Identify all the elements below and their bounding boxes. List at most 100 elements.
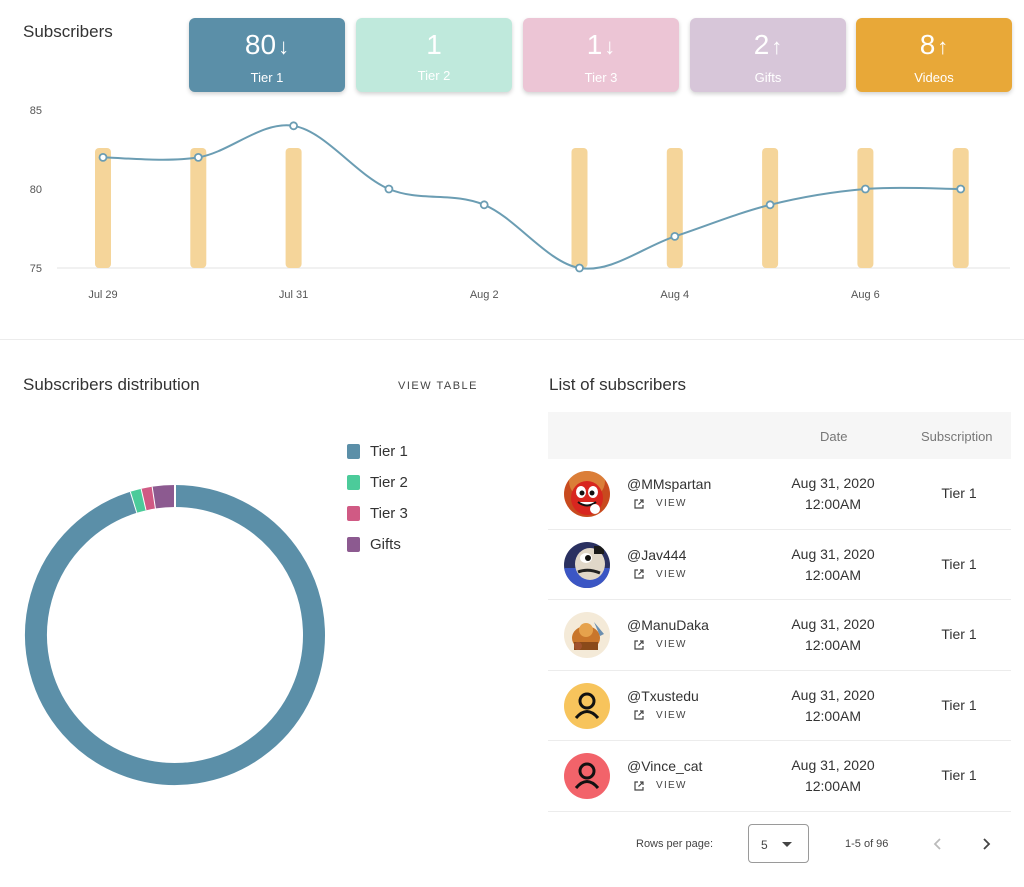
donut-slice bbox=[152, 485, 176, 509]
external-link-icon bbox=[634, 639, 644, 650]
avatar bbox=[564, 753, 610, 799]
subscriber-handle: @MMspartan bbox=[627, 476, 712, 492]
view-profile-link[interactable]: VIEW bbox=[634, 639, 687, 650]
view-profile-link[interactable]: VIEW bbox=[634, 498, 687, 509]
table-pagination: Rows per page: 5 1-5 of 96 bbox=[548, 824, 1011, 864]
stat-card-gifts[interactable]: 2↑ Gifts bbox=[690, 18, 846, 92]
stat-card-tier3[interactable]: 1↓ Tier 3 bbox=[523, 18, 679, 92]
x-tick-label: Jul 31 bbox=[279, 289, 308, 301]
stat-label: Tier 2 bbox=[417, 68, 451, 83]
distribution-legend: Tier 1 Tier 2 Tier 3 Gifts bbox=[347, 436, 408, 560]
data-point bbox=[765, 200, 775, 210]
data-point bbox=[479, 200, 489, 210]
subscription-tier: Tier 1 bbox=[941, 626, 977, 642]
stat-card-tier1[interactable]: 80↓ Tier 1 bbox=[189, 18, 345, 92]
data-point bbox=[98, 153, 108, 162]
x-tick-label: Aug 2 bbox=[470, 289, 499, 301]
next-page-button[interactable] bbox=[976, 834, 996, 854]
time-value: 12:00AM bbox=[804, 496, 862, 512]
chevron-right-icon bbox=[983, 838, 991, 850]
subscription-date: Aug 31, 2020 12:00AM bbox=[781, 473, 885, 515]
data-point bbox=[861, 184, 870, 194]
distribution-title: Subscribers distribution bbox=[23, 375, 200, 394]
avatar bbox=[564, 612, 610, 658]
person-icon bbox=[574, 762, 600, 790]
data-point bbox=[289, 121, 299, 131]
arrow-up-icon: ↑ bbox=[771, 34, 783, 59]
distribution-donut-chart bbox=[25, 485, 325, 785]
view-label: VIEW bbox=[656, 568, 687, 580]
external-link-icon bbox=[634, 498, 644, 509]
subscription-tier: Tier 1 bbox=[941, 767, 977, 783]
legend-item-tier2: Tier 2 bbox=[347, 467, 408, 498]
previous-page-button[interactable] bbox=[928, 834, 948, 854]
view-label: VIEW bbox=[656, 498, 687, 509]
view-label: VIEW bbox=[656, 709, 687, 721]
stat-value: 1 bbox=[426, 29, 442, 60]
data-point bbox=[670, 231, 680, 241]
stat-value: 8 bbox=[919, 29, 936, 60]
subscription-date: Aug 31, 2020 12:00AM bbox=[781, 614, 885, 656]
activity-bar bbox=[190, 148, 207, 268]
legend-item-tier1: Tier 1 bbox=[347, 436, 408, 467]
stat-card-videos[interactable]: 8↑ Videos bbox=[856, 18, 1012, 92]
time-value: 12:00AM bbox=[804, 566, 862, 583]
date-value: Aug 31, 2020 bbox=[791, 757, 875, 773]
table-row: @Vince_cat VIEW Aug 31, 2020 12:00AM Tie… bbox=[548, 741, 1011, 812]
arrow-down-icon: ↓ bbox=[604, 34, 616, 59]
page-range: 1-5 of 96 bbox=[845, 838, 889, 850]
warrior-illustration-icon bbox=[564, 612, 610, 658]
legend-label: Gifts bbox=[370, 536, 401, 553]
external-link-icon bbox=[634, 710, 644, 720]
column-header-date[interactable]: Date bbox=[820, 429, 848, 444]
y-tick-label: 80 bbox=[30, 184, 42, 196]
subscribers-table: Date Subscription @MMspartan VIEW Aug 31… bbox=[548, 412, 1011, 812]
cartoon-face-icon bbox=[564, 541, 610, 588]
activity-bar bbox=[666, 148, 683, 268]
person-icon bbox=[574, 692, 600, 719]
subscriber-handle: @ManuDaka bbox=[627, 617, 709, 633]
column-header-subscription[interactable]: Subscription bbox=[921, 429, 993, 444]
table-row: @Txustedu VIEW Aug 31, 2020 12:00AM Tier… bbox=[548, 671, 1011, 741]
avatar bbox=[564, 541, 610, 588]
subscription-tier: Tier 1 bbox=[941, 555, 977, 572]
rows-per-page-select[interactable]: 5 bbox=[748, 824, 809, 863]
chevron-left-icon bbox=[933, 838, 941, 850]
donut-slice bbox=[25, 485, 325, 785]
activity-bar bbox=[857, 148, 874, 268]
subscription-tier: Tier 1 bbox=[941, 696, 977, 713]
time-value: 12:00AM bbox=[804, 707, 862, 724]
y-tick-label: 75 bbox=[30, 263, 42, 275]
arrow-down-icon: ↓ bbox=[278, 34, 290, 59]
view-table-button[interactable]: VIEW TABLE bbox=[398, 380, 479, 392]
avatar bbox=[564, 682, 610, 729]
date-value: Aug 31, 2020 bbox=[791, 475, 875, 491]
x-tick-label: Aug 6 bbox=[851, 289, 880, 301]
time-value: 12:00AM bbox=[804, 637, 862, 653]
activity-bar bbox=[952, 148, 969, 268]
subscribers-line bbox=[102, 124, 961, 270]
view-profile-link[interactable]: VIEW bbox=[634, 710, 687, 721]
stat-card-tier2[interactable]: 1 Tier 2 bbox=[356, 18, 512, 92]
donut-slice bbox=[141, 486, 157, 511]
x-tick-label: Aug 4 bbox=[660, 289, 689, 301]
subscription-date: Aug 31, 2020 12:00AM bbox=[781, 685, 885, 727]
stat-label: Tier 1 bbox=[250, 70, 284, 85]
mm-character-icon bbox=[564, 471, 610, 517]
activity-bar bbox=[285, 148, 302, 268]
legend-label: Tier 1 bbox=[370, 443, 408, 460]
view-profile-link[interactable]: VIEW bbox=[634, 569, 687, 580]
subscribers-list-title: List of subscribers bbox=[549, 375, 686, 394]
avatar bbox=[564, 471, 610, 517]
data-point bbox=[193, 153, 203, 162]
legend-label: Tier 2 bbox=[370, 474, 408, 491]
data-point bbox=[575, 263, 584, 273]
view-profile-link[interactable]: VIEW bbox=[634, 780, 687, 791]
table-header: Date Subscription bbox=[548, 412, 1011, 459]
data-point bbox=[956, 184, 966, 194]
table-row: @Jav444 VIEW Aug 31, 2020 12:00AM Tier 1 bbox=[548, 530, 1011, 600]
date-value: Aug 31, 2020 bbox=[791, 616, 875, 632]
activity-bar bbox=[95, 148, 111, 268]
stat-label: Gifts bbox=[754, 70, 782, 85]
section-divider bbox=[0, 339, 1024, 340]
